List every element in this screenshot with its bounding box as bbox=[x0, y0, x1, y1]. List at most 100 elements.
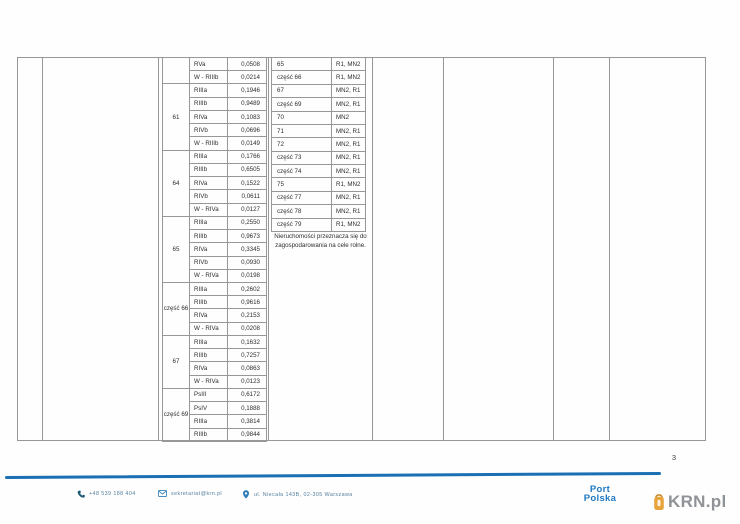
class-cell: RIVa bbox=[189, 109, 228, 125]
class-cell: PsIII bbox=[189, 387, 228, 403]
area-cell: 0,9616 bbox=[227, 295, 267, 310]
area-cell: 0,2550 bbox=[227, 215, 267, 231]
table-gridline bbox=[158, 57, 159, 441]
table-row: RIVa 0,1522 bbox=[163, 176, 267, 191]
designation-cell: MN2, R1 bbox=[331, 97, 366, 112]
area-cell: 0,6172 bbox=[227, 387, 267, 403]
parcel-cell: 75 bbox=[271, 177, 332, 192]
table-gridline bbox=[372, 57, 373, 441]
area-cell: 0,9673 bbox=[227, 229, 267, 244]
parcel-cell: część 73 bbox=[271, 150, 332, 166]
class-cell: RIIIa bbox=[189, 281, 228, 297]
class-cell: RIIIa bbox=[189, 83, 228, 98]
area-cell: 0,1888 bbox=[227, 401, 267, 416]
table-row: część 69 PsIII 0,6172 bbox=[162, 387, 267, 443]
class-cell: RIVb bbox=[189, 189, 228, 204]
footer-phone: +48 539 188 404 bbox=[77, 490, 136, 498]
designation-cell: R1, MN2 bbox=[331, 177, 366, 192]
class-cell: PsIV bbox=[189, 401, 228, 416]
area-cell: 0,1083 bbox=[227, 109, 267, 125]
table-row: część 77 MN2, R1 bbox=[271, 190, 366, 206]
table-gridline bbox=[42, 57, 43, 441]
area-cell: 0,9844 bbox=[227, 427, 267, 443]
area-cell: 0,1632 bbox=[227, 334, 267, 350]
table-row: część 79 R1, MN2 bbox=[271, 217, 366, 232]
table-row: 61 RIIIa 0,1946 bbox=[162, 83, 267, 151]
class-cell: RIIIb bbox=[189, 427, 228, 443]
table-row: 67 MN2, R1 bbox=[271, 83, 366, 99]
table-row: PsIV 0,1888 bbox=[163, 401, 267, 416]
designation-cell: MN2, R1 bbox=[331, 163, 366, 179]
table-row: RIVa 0,1083 bbox=[163, 109, 267, 125]
area-cell: 0,6505 bbox=[227, 162, 267, 178]
phone-icon bbox=[77, 490, 85, 498]
class-cell: RVa bbox=[189, 56, 228, 72]
class-cell: RIIIb bbox=[189, 162, 228, 178]
parcel-cell: część 69 bbox=[271, 97, 332, 112]
class-cell: W - RIVa bbox=[189, 202, 228, 217]
table-row: część 78 MN2, R1 bbox=[271, 204, 366, 219]
class-cell: RIIIa bbox=[189, 334, 228, 350]
class-cell: RIIIb bbox=[189, 348, 228, 363]
designation-cell: R1, MN2 bbox=[331, 70, 366, 85]
table-row: RIIIb 0,9673 bbox=[163, 229, 267, 244]
table-row: W - RIVa 0,0123 bbox=[163, 374, 267, 389]
designation-cell: MN2, R1 bbox=[331, 150, 366, 166]
table-gridline bbox=[553, 57, 554, 441]
parcel-cell: 65 bbox=[271, 56, 332, 72]
parcel-cell: 71 bbox=[271, 123, 332, 139]
parcel-cell: część 74 bbox=[271, 163, 332, 179]
designation-cell: MN2, R1 bbox=[331, 190, 366, 206]
class-cell: RIVa bbox=[189, 308, 228, 323]
note-text: Nieruchomości przeznacza się do zagospod… bbox=[274, 233, 367, 249]
area-cell: 0,0127 bbox=[227, 202, 267, 217]
class-cell: W - RIVa bbox=[189, 268, 228, 283]
group-cell: 61 bbox=[162, 83, 190, 151]
area-cell: 0,3814 bbox=[227, 414, 267, 429]
lantern-icon bbox=[654, 494, 664, 510]
phone-number: +48 539 188 404 bbox=[89, 491, 136, 497]
brand-line-1: Port bbox=[589, 484, 611, 495]
class-cell: RIVa bbox=[189, 361, 228, 376]
table-row: RIIIb 0,9844 bbox=[163, 427, 267, 443]
parcel-cell: część 77 bbox=[271, 190, 332, 206]
parcel-cell: część 79 bbox=[271, 217, 332, 232]
krn-watermark: KRN.pl bbox=[652, 492, 726, 511]
class-cell: RIVb bbox=[189, 123, 228, 138]
area-cell: 0,1766 bbox=[227, 149, 267, 164]
class-cell: W - RIIIb bbox=[189, 136, 228, 151]
group-cell: część 69 bbox=[162, 387, 190, 443]
table-row: 64 RIIIa 0,1766 bbox=[162, 149, 267, 217]
table-row: część 66 RIIIa 0,2602 bbox=[162, 281, 267, 336]
brand-line-2: Polska bbox=[583, 493, 617, 504]
area-cell: 0,3345 bbox=[227, 242, 267, 257]
class-cell: RIVa bbox=[189, 176, 228, 191]
area-cell: 0,2602 bbox=[227, 281, 267, 297]
class-cell: W - RIVa bbox=[189, 321, 228, 336]
designation-cell: MN2 bbox=[331, 110, 366, 125]
footer-rule bbox=[4, 471, 662, 480]
table-row: część 74 MN2, R1 bbox=[271, 163, 366, 179]
class-cell: RIIIa bbox=[189, 414, 228, 429]
group-cell: 67 bbox=[162, 334, 190, 389]
area-cell: 0,9489 bbox=[227, 96, 267, 111]
table-row: 72 MN2, R1 bbox=[271, 137, 366, 152]
parcel-cell: 70 bbox=[271, 110, 332, 125]
group-cell: 65 bbox=[162, 215, 190, 283]
watermark-text: KRN.pl bbox=[668, 492, 727, 511]
class-cell: RIIIb bbox=[189, 295, 228, 310]
designation-cell: MN2, R1 bbox=[331, 83, 366, 99]
area-cell: 0,2153 bbox=[227, 308, 267, 323]
table-gridline bbox=[609, 57, 610, 441]
parcel-table: 65 R1, MN2 część 66 R1, MN2 67 MN2, R1 część 6… bbox=[271, 56, 366, 232]
table-row: RIVb 0,0696 bbox=[163, 123, 267, 138]
area-cell: 0,1946 bbox=[227, 83, 267, 98]
parcel-cell: część 66 bbox=[271, 70, 332, 85]
area-cell: 0,0198 bbox=[227, 268, 267, 283]
page-number: 3 bbox=[671, 453, 677, 462]
parcel-cell: 72 bbox=[271, 137, 332, 152]
area-cell: 0,1522 bbox=[227, 176, 267, 191]
class-cell: W - RIIIb bbox=[189, 70, 228, 85]
area-cell: 0,0863 bbox=[227, 361, 267, 376]
